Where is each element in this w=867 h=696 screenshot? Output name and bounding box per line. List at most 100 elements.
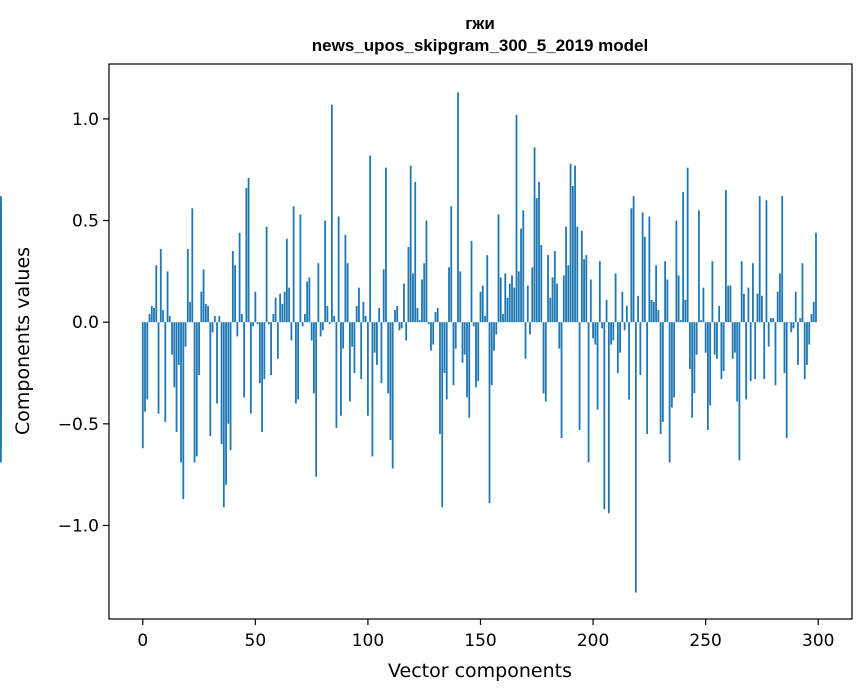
bar — [490, 322, 493, 386]
bar — [234, 265, 236, 323]
bar — [448, 267, 450, 323]
bar — [177, 322, 180, 365]
y-axis-label: Components values — [12, 247, 34, 435]
bar — [634, 322, 637, 593]
bar — [756, 293, 759, 323]
bar — [522, 210, 525, 323]
bar — [182, 322, 185, 500]
bar — [693, 322, 696, 394]
bar — [155, 265, 158, 323]
bar — [677, 275, 680, 323]
bar — [301, 322, 304, 327]
bar — [702, 287, 705, 323]
bar — [272, 314, 275, 323]
bar — [722, 322, 725, 371]
x-axis: 0 50 100 150 200 250 300 — [137, 619, 834, 651]
bar — [441, 322, 444, 508]
bar — [560, 322, 563, 439]
bar — [738, 322, 741, 461]
bar — [603, 322, 606, 510]
y-tick-label: 0.5 — [72, 212, 99, 232]
bar — [513, 287, 516, 323]
bar — [646, 322, 649, 434]
bar — [747, 287, 750, 323]
bar — [279, 293, 282, 323]
bar — [457, 92, 459, 323]
bar — [740, 261, 743, 323]
bar — [623, 322, 626, 331]
bar — [664, 261, 667, 323]
bar — [711, 261, 714, 323]
bar — [486, 255, 489, 323]
bar — [421, 279, 423, 323]
bar — [405, 322, 408, 341]
bar — [783, 322, 786, 374]
bar — [184, 322, 187, 347]
bar — [707, 322, 709, 430]
bar — [616, 322, 619, 374]
bar — [303, 314, 306, 323]
bar — [592, 322, 594, 339]
bar — [436, 307, 439, 323]
bar — [258, 322, 261, 384]
bar — [159, 249, 162, 323]
bar — [743, 293, 745, 323]
bar-series — [0, 92, 817, 593]
bar — [218, 316, 221, 323]
bar — [641, 212, 644, 323]
bar — [709, 322, 712, 406]
bar — [772, 318, 775, 323]
bar — [727, 285, 730, 323]
bar — [567, 265, 570, 323]
y-axis: −1.0 −0.5 0.0 0.5 1.0 — [58, 110, 109, 536]
bar — [578, 322, 581, 430]
bar — [220, 322, 223, 445]
x-tick-label: 200 — [577, 631, 609, 651]
bar — [175, 322, 178, 432]
bar — [344, 234, 347, 323]
bar — [202, 269, 205, 323]
bar — [587, 322, 590, 463]
bar — [544, 322, 547, 402]
bar — [200, 291, 203, 323]
bar — [297, 322, 300, 400]
bar — [367, 322, 369, 416]
bar — [459, 271, 462, 323]
bar — [254, 291, 257, 323]
bar — [565, 226, 567, 323]
bar — [288, 287, 291, 323]
bar — [263, 322, 266, 380]
bar — [319, 322, 322, 337]
bar — [673, 322, 676, 398]
bar — [180, 322, 182, 463]
bar — [290, 322, 293, 341]
bar — [310, 322, 313, 341]
bar — [481, 285, 484, 323]
bar — [261, 322, 263, 432]
bar — [443, 322, 446, 374]
x-tick-label: 250 — [689, 631, 721, 651]
bar — [538, 181, 540, 323]
bar — [164, 322, 167, 422]
bar — [423, 263, 426, 323]
bar — [396, 305, 399, 323]
bar — [360, 322, 363, 380]
x-tick-label: 300 — [802, 631, 834, 651]
bar — [454, 322, 457, 349]
bar — [358, 287, 360, 323]
bar — [767, 322, 770, 347]
bar — [231, 251, 234, 323]
bar — [166, 271, 169, 323]
bar — [418, 320, 421, 323]
bar — [450, 206, 453, 323]
bar — [506, 297, 509, 323]
bar — [614, 273, 617, 323]
bar — [342, 322, 345, 349]
bar — [141, 322, 144, 449]
bar — [337, 216, 340, 323]
bar — [245, 188, 248, 323]
bar — [745, 322, 748, 400]
bar — [346, 263, 349, 323]
bar — [704, 322, 707, 353]
bar — [761, 295, 763, 323]
